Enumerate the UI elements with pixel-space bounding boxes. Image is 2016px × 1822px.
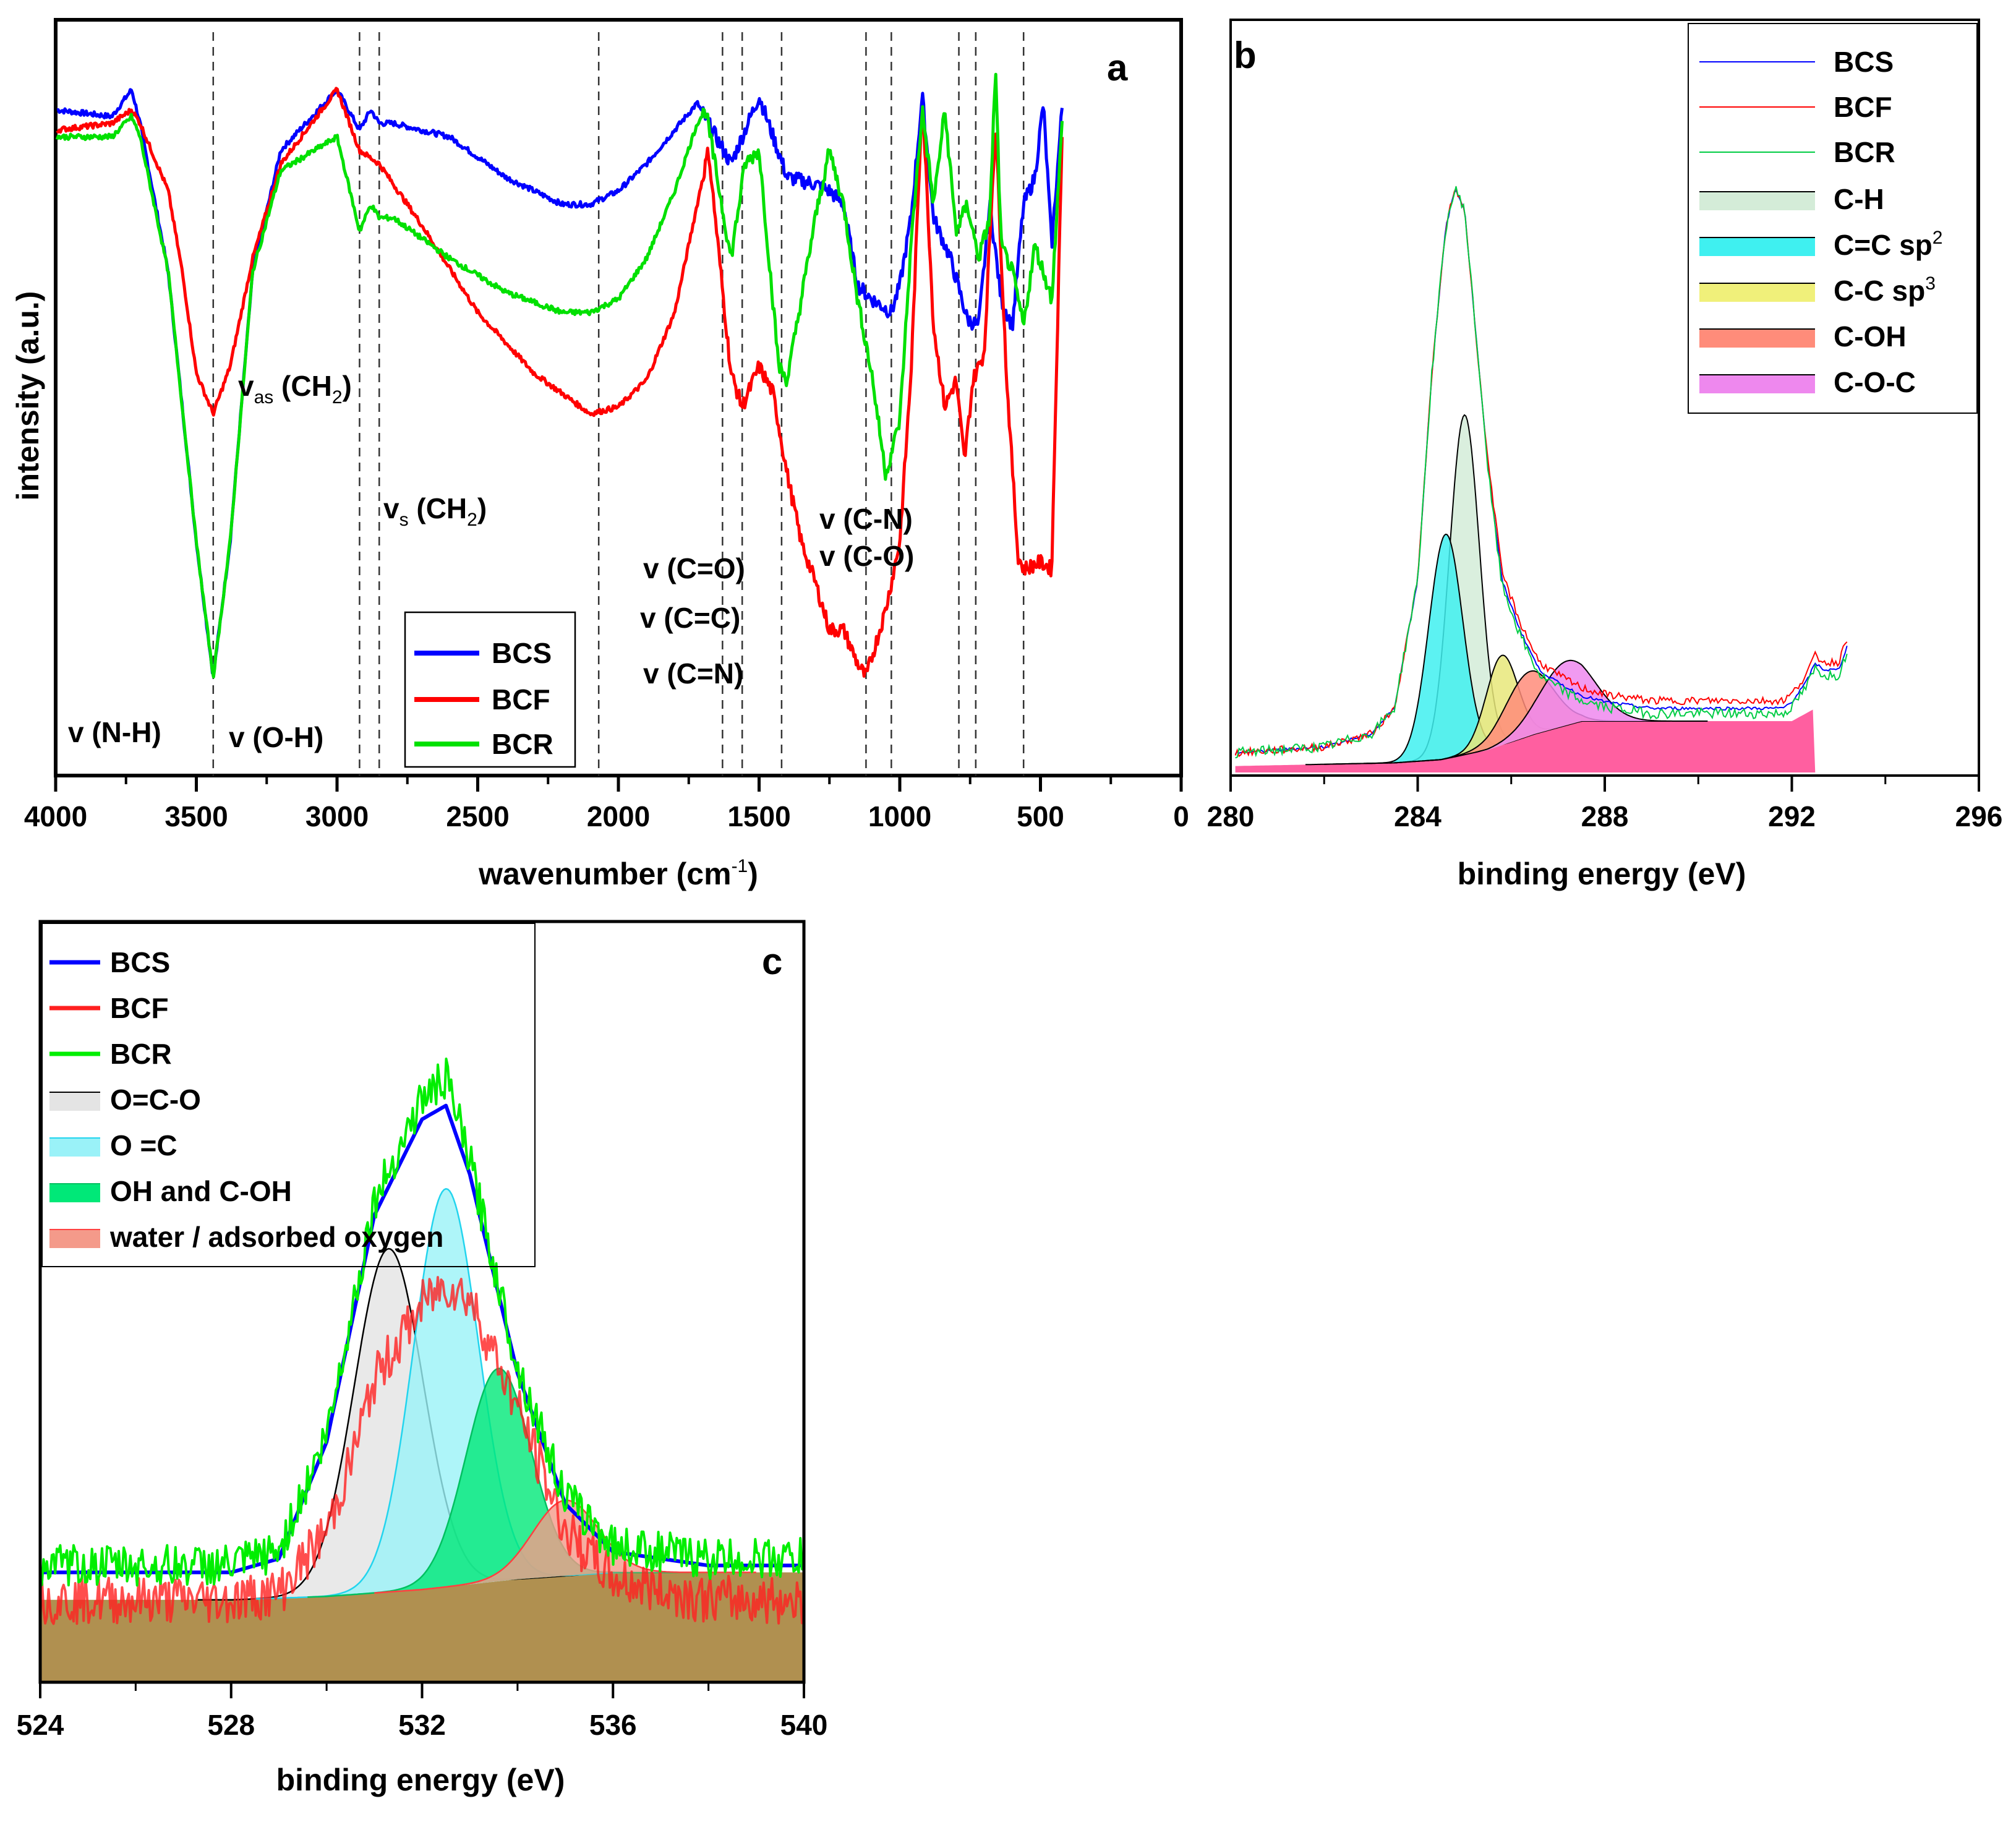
- panel-c-series: [39, 1058, 805, 1625]
- x-tick-label-2500: 2500: [446, 800, 509, 832]
- panel-c-x-label: binding energy (eV): [276, 1763, 565, 1797]
- series-bcs: [40, 1103, 804, 1575]
- panel-b-series: [1234, 186, 1848, 759]
- panel-a-legend: BCS BCF BCR: [404, 611, 576, 768]
- panel-a-x-label: wavenumber (cm-1): [478, 856, 758, 891]
- panel-a-letter: a: [1107, 47, 1128, 88]
- series-bcf: [1234, 186, 1848, 758]
- panel-a-series: [55, 72, 1064, 679]
- panel-a-y-label: intensity (a.u.): [11, 291, 45, 501]
- legend-ccsp2-label: C=C sp2: [1834, 228, 1942, 261]
- x-tick-label-532: 532: [398, 1709, 446, 1741]
- x-tick-label-1500: 1500: [727, 800, 790, 832]
- component-oh-and-c-oh: [307, 1368, 690, 1597]
- series-bcf: [56, 87, 1064, 678]
- x-tick-label-296: 296: [1955, 800, 2003, 832]
- legend-bcr-label: BCR: [1834, 136, 1895, 168]
- component-c-o-c: [1427, 660, 1708, 761]
- legend-oco-swatch: [49, 1092, 100, 1111]
- legend-bcr-label: BCR: [110, 1038, 172, 1070]
- legend-coc-label: C-O-C: [1834, 366, 1916, 398]
- legend-coc-swatch: [1699, 375, 1815, 393]
- legend-water-label: water / adsorbed oxygen: [109, 1221, 443, 1253]
- legend-ccsp2-swatch: [1699, 237, 1815, 256]
- legend-bcf-label: BCF: [1834, 91, 1892, 123]
- annotation-vs-ch2: vs (CH2): [383, 492, 487, 530]
- legend-water-swatch: [49, 1230, 100, 1248]
- x-tick-label-1000: 1000: [868, 800, 931, 832]
- panel-a-frame: [54, 18, 1183, 777]
- component-c-h: [1324, 414, 1605, 764]
- annotation-oh: v (O-H): [229, 721, 323, 753]
- x-tick-label-536: 536: [589, 1709, 637, 1741]
- legend-oh-swatch: [49, 1184, 100, 1202]
- series-bcr: [55, 72, 1064, 679]
- x-tick-label-280: 280: [1207, 800, 1255, 832]
- legend-bcs-label: BCS: [110, 946, 170, 978]
- legend-oc-swatch: [49, 1138, 100, 1157]
- legend-bcf-label: BCF: [492, 683, 550, 716]
- legend-ch-label: C-H: [1834, 183, 1884, 215]
- x-tick-label-0: 0: [1173, 800, 1189, 832]
- x-tick-label-528: 528: [207, 1709, 255, 1741]
- x-tick-label-540: 540: [780, 1709, 828, 1741]
- component-water-adsorbed-oxygen: [374, 1500, 756, 1593]
- x-tick-label-3500: 3500: [164, 800, 228, 832]
- annotation-nh: v (N-H): [68, 716, 161, 748]
- panel-c-xps-o1s-chart: 524 528 532 536 540 c binding energy (eV) BC…: [17, 920, 828, 1797]
- legend-bcs-label: BCS: [492, 637, 552, 669]
- panel-b-x-label: binding energy (eV): [1458, 857, 1746, 891]
- x-tick-label-524: 524: [17, 1709, 64, 1741]
- x-tick-label-2000: 2000: [587, 800, 650, 832]
- x-tick-label-292: 292: [1768, 800, 1816, 832]
- legend-ccsp3-label: C-C sp3: [1834, 273, 1936, 307]
- annotation-c-n-single: v (C-N): [819, 503, 913, 535]
- panel-a-legend-box: [404, 611, 576, 768]
- panel-c-legend: BCS BCF BCR O=C-O O =C OH and C-OH water…: [41, 923, 536, 1267]
- x-tick-label-4000: 4000: [24, 800, 87, 832]
- legend-bcf-label: BCF: [110, 992, 169, 1024]
- component-o-c: [255, 1189, 637, 1599]
- series-bcr: [39, 1058, 805, 1587]
- annotation-c-c-double: v (C=C): [640, 602, 740, 634]
- annotation-c-o-single: v (C-O): [819, 540, 914, 572]
- legend-oco-label: O=C-O: [110, 1084, 201, 1116]
- panel-c-x-ticks: 524 528 532 536 540: [17, 1682, 828, 1741]
- component-c-c-sp2: [1305, 534, 1586, 765]
- component-c-c-sp3: [1361, 655, 1642, 764]
- x-tick-label-288: 288: [1581, 800, 1629, 832]
- panel-a-ftir-chart: 4000 3500 3000 2500 2000 1500 1000 500 0 a inten…: [11, 18, 1189, 891]
- panel-c-components: [40, 1187, 804, 1682]
- panel-b-x-ticks: 280 284 288 292 296: [1207, 776, 2003, 832]
- panel-b-components: [1235, 414, 1816, 772]
- x-tick-label-3000: 3000: [305, 800, 369, 832]
- panel-c-legend-box: [41, 923, 536, 1267]
- panel-b-letter: b: [1234, 35, 1257, 76]
- x-tick-label-500: 500: [1017, 800, 1064, 832]
- panel-b-xps-c1s-chart: 280 284 288 292 296 b binding energy (eV) BC…: [1207, 19, 2003, 891]
- legend-bcs-label: BCS: [1834, 46, 1894, 78]
- x-tick-label-284: 284: [1394, 800, 1442, 832]
- legend-oh-label: OH and C-OH: [110, 1175, 292, 1207]
- legend-ch-swatch: [1699, 192, 1815, 210]
- baseline-area: [1235, 709, 1816, 772]
- panel-b-legend-box: [1688, 23, 1978, 414]
- legend-coh-label: C-OH: [1834, 320, 1907, 353]
- series-bcr: [1235, 186, 1848, 759]
- annotation-c-n-double: v (C=N): [643, 657, 743, 690]
- legend-oc-label: O =C: [110, 1129, 177, 1161]
- panel-b-legend: BCS BCF BCR C-H C=C sp2 C-C sp3 C-OH C-O…: [1688, 23, 1978, 414]
- panel-c-letter: c: [762, 941, 782, 982]
- panel-a-x-ticks: 4000 3500 3000 2500 2000 1500 1000 500 0: [24, 776, 1189, 832]
- series-bcf: [39, 1276, 805, 1625]
- component-outline-c-o-c: [1427, 659, 1708, 761]
- legend-coh-swatch: [1699, 329, 1815, 348]
- legend-bcr-label: BCR: [492, 728, 553, 760]
- annotation-c-o-double: v (C=O): [643, 552, 745, 584]
- annotation-vas-ch2: vas (CH2): [238, 370, 352, 408]
- component-o-c-o: [197, 1249, 580, 1600]
- legend-ccsp3-swatch: [1699, 283, 1815, 302]
